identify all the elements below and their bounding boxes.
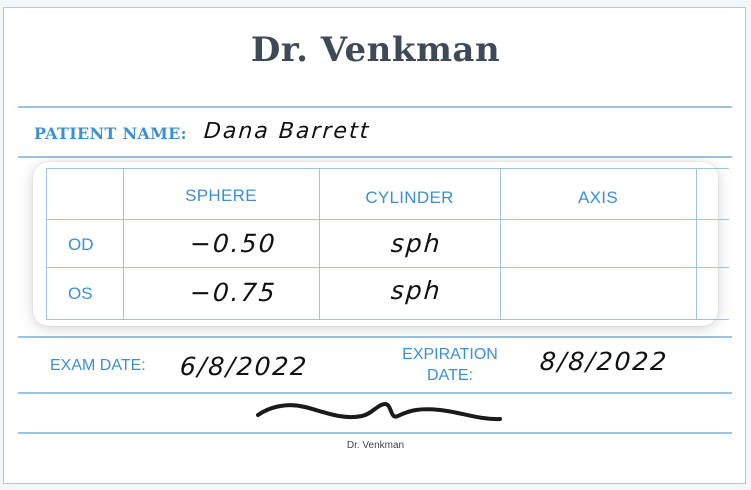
table-border-left <box>46 168 47 319</box>
expiration-label-line2: DATE: <box>427 367 473 384</box>
row-header-os: OS <box>68 284 93 303</box>
table-grid: SPHERE CYLINDER AXIS OD −0.50 sph OS −0.… <box>33 162 729 326</box>
table-col-divider-3 <box>500 168 501 319</box>
rule-signature <box>18 432 732 434</box>
table-border-top <box>46 168 729 169</box>
os-sphere-value: −0.75 <box>188 278 278 307</box>
od-cylinder-value: sph <box>389 229 443 258</box>
os-cylinder-value: sph <box>389 276 443 305</box>
column-header-axis: AXIS <box>578 188 618 207</box>
patient-name-value: Dana Barrett <box>203 119 372 144</box>
table-border-bottom <box>46 319 729 320</box>
column-header-cylinder: CYLINDER <box>365 188 454 207</box>
expiration-date-value: 8/8/2022 <box>538 347 670 376</box>
expiration-label-line1: EXPIRATION <box>402 346 498 363</box>
rule-patient <box>18 156 732 158</box>
table-row-divider-2 <box>46 267 729 268</box>
doctor-title: Dr. Venkman <box>250 30 501 70</box>
rule-dates <box>18 392 732 394</box>
table-col-divider-1 <box>123 168 124 319</box>
signature-caption: Dr. Venkman <box>346 440 405 451</box>
table-col-divider-2 <box>319 168 320 319</box>
prescription-table: SPHERE CYLINDER AXIS OD −0.50 sph OS −0.… <box>33 162 729 326</box>
patient-name-label: PATIENT NAME: <box>34 124 187 143</box>
rule-top <box>18 106 732 108</box>
column-header-sphere: SPHERE <box>185 186 257 205</box>
signature-icon <box>256 402 502 422</box>
rule-under-table <box>18 336 732 338</box>
od-sphere-value: −0.50 <box>188 229 278 258</box>
table-col-divider-4 <box>696 168 697 319</box>
exam-date-label: EXAM DATE: <box>50 357 146 374</box>
exam-date-value: 6/8/2022 <box>178 352 310 381</box>
expiration-date-label: EXPIRATION DATE: <box>394 344 506 386</box>
row-header-od: OD <box>68 235 94 254</box>
table-row-divider-1 <box>46 219 729 220</box>
